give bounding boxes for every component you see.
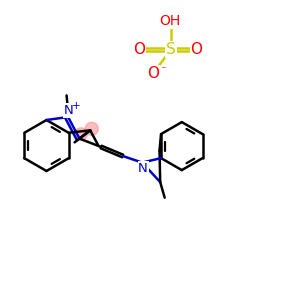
Text: N: N [138,162,148,175]
Text: O: O [147,66,159,81]
Text: S: S [166,42,176,57]
Text: +: + [72,100,81,111]
Text: O: O [190,42,202,57]
Text: O: O [134,42,146,57]
Text: ⁻: ⁻ [160,65,166,76]
Circle shape [75,128,87,140]
Circle shape [85,122,98,135]
Text: N: N [64,104,74,117]
Text: OH: OH [159,14,180,28]
